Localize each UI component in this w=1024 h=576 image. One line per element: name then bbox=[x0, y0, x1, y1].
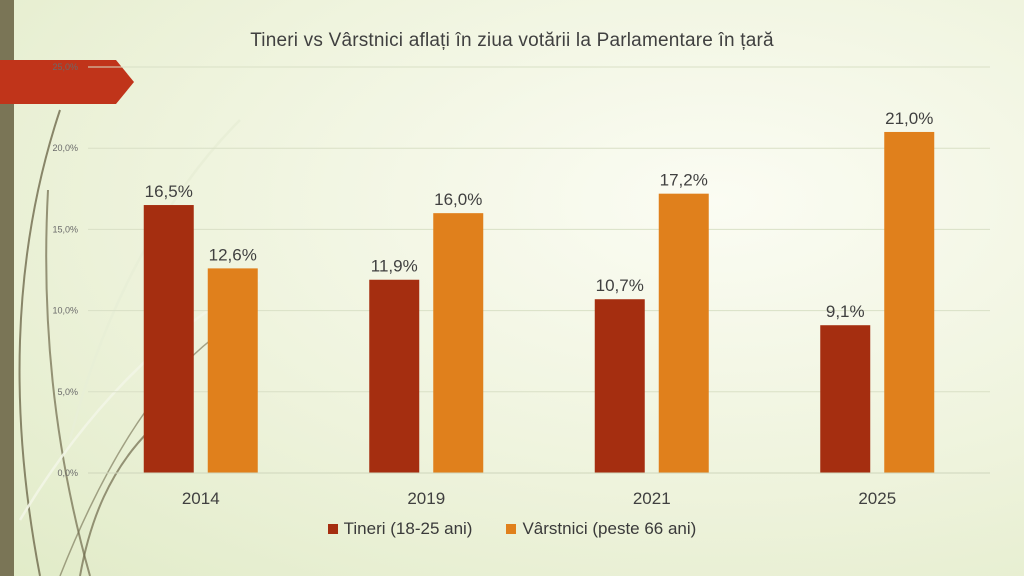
x-tick-label: 2019 bbox=[407, 489, 445, 508]
data-label: 11,9% bbox=[371, 257, 418, 276]
data-label: 16,5% bbox=[145, 182, 193, 201]
bar-tineri-2025 bbox=[820, 325, 871, 473]
y-tick-label: 20,0% bbox=[52, 143, 78, 153]
x-tick-label: 2025 bbox=[858, 489, 896, 508]
y-tick-label: 10,0% bbox=[52, 306, 78, 316]
bar-tineri-2021 bbox=[594, 299, 645, 473]
y-tick-label: 25,0% bbox=[52, 62, 78, 72]
legend-item-tineri: Tineri (18-25 ani) bbox=[327, 519, 473, 539]
bar-varstnici-2021 bbox=[658, 193, 709, 473]
x-tick-label: 2014 bbox=[182, 489, 220, 508]
bar-varstnici-2025 bbox=[884, 131, 935, 473]
y-tick-label: 15,0% bbox=[52, 224, 78, 234]
chart-title: Tineri vs Vârstnici aflați în ziua votăr… bbox=[250, 30, 774, 51]
red-accent-tab bbox=[0, 60, 134, 104]
y-tick-label: 0,0% bbox=[57, 468, 78, 478]
data-label: 10,7% bbox=[596, 276, 644, 295]
y-tick-label: 5,0% bbox=[57, 387, 78, 397]
bar-varstnici-2014 bbox=[207, 268, 258, 473]
data-label: 21,0% bbox=[885, 109, 933, 128]
data-label: 16,0% bbox=[434, 190, 482, 209]
legend-label-tineri: Tineri (18-25 ani) bbox=[343, 519, 473, 538]
bar-tineri-2019 bbox=[369, 279, 420, 473]
bar-tineri-2014 bbox=[143, 205, 194, 474]
x-tick-label: 2021 bbox=[633, 489, 671, 508]
legend-swatch-varstnici bbox=[506, 524, 517, 534]
data-label: 9,1% bbox=[826, 302, 865, 321]
chart-legend: Tineri (18-25 ani) Vârstnici (peste 66 a… bbox=[0, 519, 1024, 539]
data-label: 12,6% bbox=[209, 245, 257, 264]
legend-label-varstnici: Vârstnici (peste 66 ani) bbox=[522, 519, 697, 538]
legend-item-varstnici: Vârstnici (peste 66 ani) bbox=[506, 519, 696, 539]
legend-swatch-tineri bbox=[327, 524, 338, 534]
left-decor-stripe bbox=[0, 0, 14, 576]
bar-varstnici-2019 bbox=[433, 213, 484, 473]
data-label: 17,2% bbox=[660, 171, 708, 190]
